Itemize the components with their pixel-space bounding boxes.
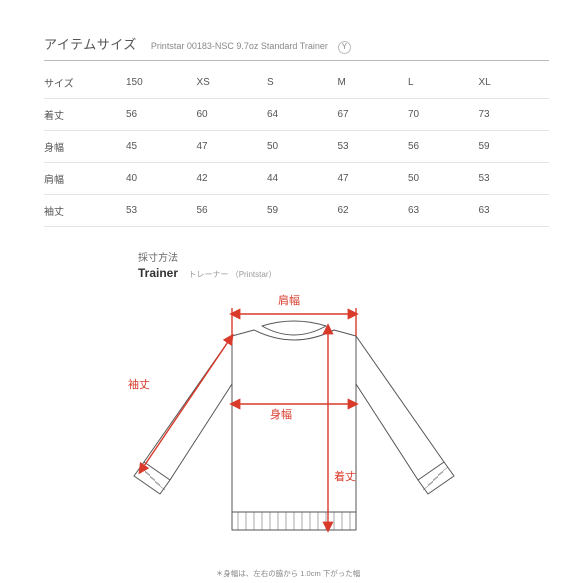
cell: 56	[197, 195, 268, 227]
header-title: アイテムサイズ	[44, 34, 137, 53]
table-row: 肩幅 40 42 44 47 50 53	[44, 163, 549, 195]
cell: 70	[408, 99, 479, 131]
cell: 62	[338, 195, 409, 227]
cell: 53	[126, 195, 197, 227]
cell: 60	[197, 99, 268, 131]
label-sleeve: 袖丈	[128, 376, 150, 392]
cell: 56	[408, 131, 479, 163]
measure-header: 採寸方法 Trainer トレーナー （Printstar）	[138, 249, 549, 282]
cell: 44	[267, 163, 338, 195]
col-header: XS	[197, 67, 268, 99]
cell: 42	[197, 163, 268, 195]
cell: 50	[267, 131, 338, 163]
cell: 67	[338, 99, 409, 131]
table-row: サイズ 150 XS S M L XL	[44, 67, 549, 99]
table-row: 身幅 45 47 50 53 56 59	[44, 131, 549, 163]
col-header: L	[408, 67, 479, 99]
page: アイテムサイズ Printstar 00183-NSC 9.7oz Standa…	[0, 0, 583, 579]
cell: 40	[126, 163, 197, 195]
footnote: ＊身幅は、左右の脇から 1.0cm 下がった幅	[98, 568, 478, 579]
measure-title-sub: トレーナー （Printstar）	[188, 270, 276, 279]
garment-svg	[104, 286, 484, 566]
cell: 53	[338, 131, 409, 163]
label-width: 身幅	[270, 406, 292, 422]
col-header: M	[338, 67, 409, 99]
row-label: 肩幅	[44, 163, 126, 195]
cell: 63	[479, 195, 550, 227]
col-header: XL	[479, 67, 550, 99]
col-header: 150	[126, 67, 197, 99]
cell: 63	[408, 195, 479, 227]
cell: 47	[338, 163, 409, 195]
header-subtitle: Printstar 00183-NSC 9.7oz Standard Train…	[151, 41, 328, 51]
label-length: 着丈	[334, 468, 356, 484]
header: アイテムサイズ Printstar 00183-NSC 9.7oz Standa…	[44, 34, 549, 61]
cell: 53	[479, 163, 550, 195]
size-table: サイズ 150 XS S M L XL 着丈 56 60 64 67 70 73…	[44, 67, 549, 227]
cell: 45	[126, 131, 197, 163]
measure-title-en: Trainer	[138, 266, 178, 280]
cell: 64	[267, 99, 338, 131]
cell: 59	[267, 195, 338, 227]
col-header: S	[267, 67, 338, 99]
col-header: サイズ	[44, 67, 126, 99]
cell: 50	[408, 163, 479, 195]
cell: 59	[479, 131, 550, 163]
row-label: 身幅	[44, 131, 126, 163]
cell: 47	[197, 131, 268, 163]
measure-title-ja: 採寸方法	[138, 249, 549, 264]
row-label: 袖丈	[44, 195, 126, 227]
table-row: 袖丈 53 56 59 62 63 63	[44, 195, 549, 227]
measurement-diagram: 肩幅 袖丈 身幅 着丈	[104, 286, 484, 566]
table-row: 着丈 56 60 64 67 70 73	[44, 99, 549, 131]
header-badge-icon: Y	[338, 41, 351, 54]
cell: 73	[479, 99, 550, 131]
cell: 56	[126, 99, 197, 131]
row-label: 着丈	[44, 99, 126, 131]
label-shoulder: 肩幅	[278, 292, 300, 308]
